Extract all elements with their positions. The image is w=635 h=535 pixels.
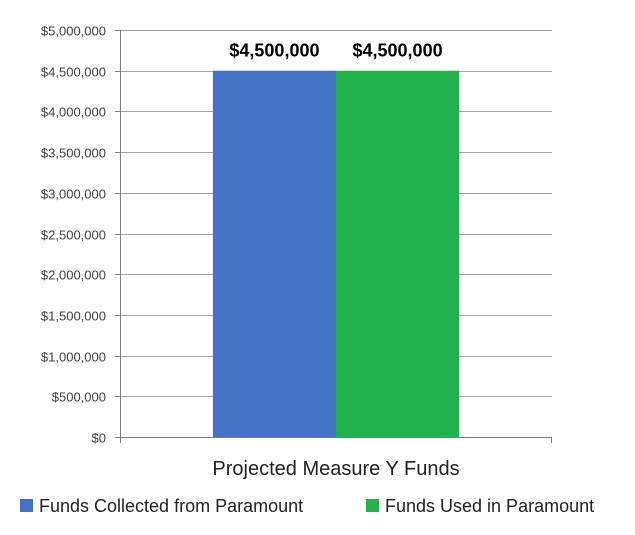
legend-label: Funds Collected from Paramount — [39, 496, 303, 516]
y-tick-label: $4,500,000 — [41, 65, 106, 80]
axes — [115, 30, 552, 443]
y-tick-label: $500,000 — [52, 390, 106, 405]
legend-label: Funds Used in Paramount — [385, 496, 594, 516]
legend-swatch — [20, 499, 33, 512]
y-tick-label: $1,500,000 — [41, 309, 106, 324]
bar — [212, 70, 336, 437]
y-tick-label: $2,500,000 — [41, 228, 106, 243]
y-tick-label: $3,500,000 — [41, 146, 106, 161]
legend-item: Funds Used in Paramount — [366, 496, 594, 516]
data-label: $4,500,000 — [229, 41, 319, 61]
y-tick-label: $3,000,000 — [41, 187, 106, 202]
y-tick-label: $0 — [92, 431, 106, 446]
x-category-label: Projected Measure Y Funds — [212, 458, 459, 480]
category-labels: Projected Measure Y Funds — [212, 458, 459, 480]
legend: Funds Collected from Paramount Funds Used… — [20, 496, 594, 516]
data-labels: $4,500,000 $4,500,000 — [229, 41, 442, 61]
data-label: $4,500,000 — [353, 41, 443, 61]
bars — [212, 70, 460, 437]
legend-item: Funds Collected from Paramount — [20, 496, 303, 516]
y-tick-labels: $0 $500,000 $1,000,000 $1,500,000 $2,000,000… — [41, 24, 106, 446]
y-tick-label: $5,000,000 — [41, 24, 106, 39]
bar — [336, 70, 460, 437]
y-tick-label: $4,000,000 — [41, 105, 106, 120]
legend-swatch — [366, 499, 379, 512]
y-tick-label: $2,000,000 — [41, 268, 106, 283]
y-tick-label: $1,000,000 — [41, 350, 106, 365]
